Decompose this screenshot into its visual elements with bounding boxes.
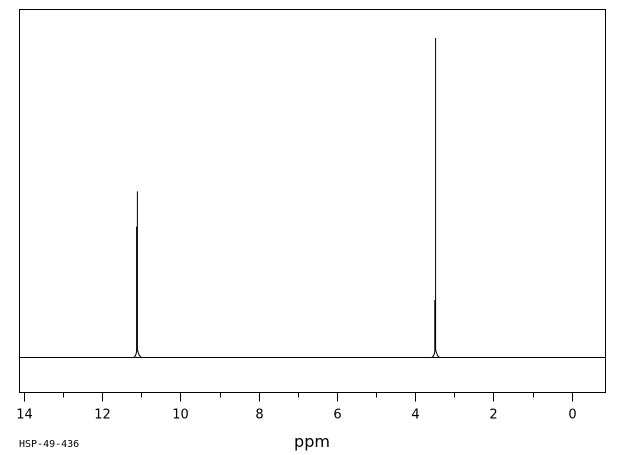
x-axis-label: ppm xyxy=(294,432,330,451)
x-tick-label: 0 xyxy=(568,408,576,423)
spectrum-peak xyxy=(431,38,440,358)
x-tick-label: 4 xyxy=(411,408,419,423)
x-tick-label: 2 xyxy=(489,408,497,423)
sample-id-label: HSP-49-436 xyxy=(19,439,79,450)
x-tick-label: 8 xyxy=(255,408,263,423)
x-tick-label: 12 xyxy=(94,408,111,423)
x-tick-label: 14 xyxy=(16,408,33,423)
x-axis: 14 12 10 8 6 4 2 0 xyxy=(16,392,577,423)
plot-frame xyxy=(19,9,606,393)
spectrum-group xyxy=(20,38,605,358)
x-tick-label: 6 xyxy=(333,408,341,423)
x-tick-label: 10 xyxy=(172,408,189,423)
spectrum-peak xyxy=(133,191,142,358)
